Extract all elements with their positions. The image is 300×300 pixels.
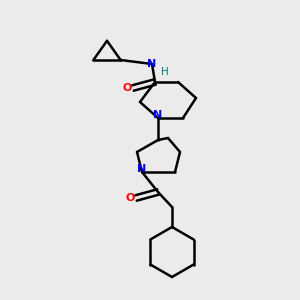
- Text: N: N: [137, 164, 147, 174]
- Text: N: N: [153, 110, 163, 120]
- Text: O: O: [122, 83, 132, 93]
- Text: O: O: [125, 193, 135, 203]
- Text: H: H: [161, 67, 169, 77]
- Text: N: N: [147, 59, 157, 69]
